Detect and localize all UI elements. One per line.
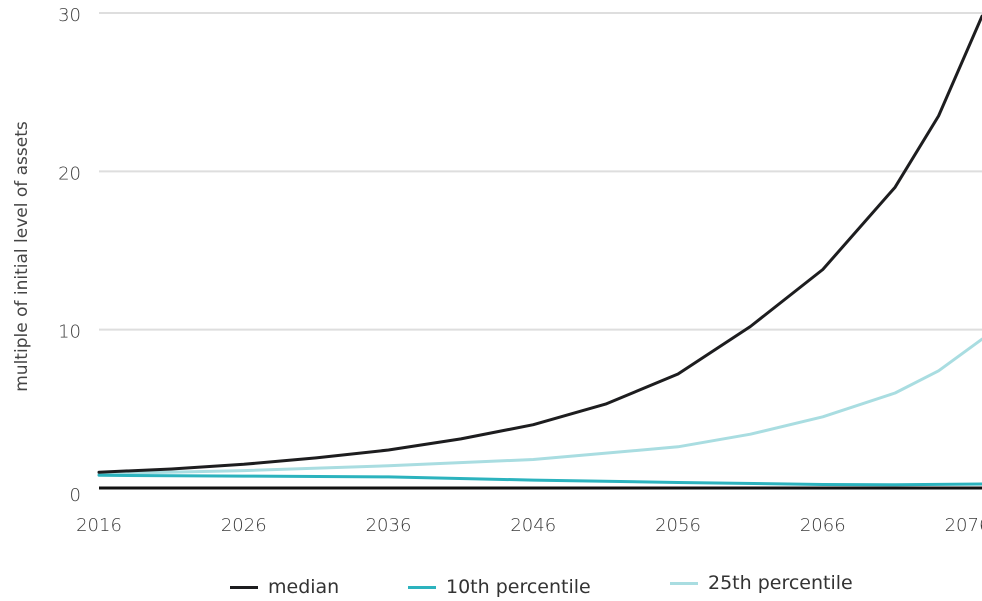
- series-lines: [97, 14, 982, 487]
- series-line-25th-percentile: [97, 337, 982, 476]
- legend-item-median: median: [230, 576, 339, 598]
- legend-label-25th-percentile: 25th percentile: [708, 572, 853, 594]
- x-tick-label: 2056: [655, 515, 701, 536]
- legend-swatch-median: [230, 585, 258, 589]
- series-line-10th-percentile: [97, 473, 982, 487]
- x-tick-label: 2026: [221, 515, 267, 536]
- y-tick-label: 30: [58, 5, 81, 26]
- x-tick-label: 2036: [366, 515, 412, 536]
- legend-item-25th-percentile: 25th percentile: [670, 572, 853, 594]
- series-line-median: [97, 14, 982, 474]
- legend: median 10th percentile 25th percentile: [0, 572, 982, 600]
- legend-label-median: median: [268, 576, 340, 598]
- legend-swatch-25th-percentile: [670, 581, 698, 585]
- legend-swatch-10th-percentile: [408, 585, 436, 589]
- legend-label-10th-percentile: 10th percentile: [446, 576, 591, 598]
- y-tick-label: 0: [70, 485, 81, 506]
- x-axis-ticks: 2016 2026 2036 2046 2056 2066 2076: [76, 515, 982, 536]
- y-axis-label: multiple of initial level of assets: [12, 121, 32, 392]
- x-tick-label: 2066: [800, 515, 846, 536]
- y-axis-ticks: 0 10 20 30: [58, 5, 81, 506]
- y-tick-label: 20: [58, 163, 81, 184]
- x-tick-label: 2046: [510, 515, 556, 536]
- x-tick-label: 2076: [945, 515, 982, 536]
- x-tick-label: 2016: [76, 515, 122, 536]
- gridlines: [99, 12, 982, 331]
- y-tick-label: 10: [58, 322, 81, 343]
- legend-item-10th-percentile: 10th percentile: [408, 576, 591, 598]
